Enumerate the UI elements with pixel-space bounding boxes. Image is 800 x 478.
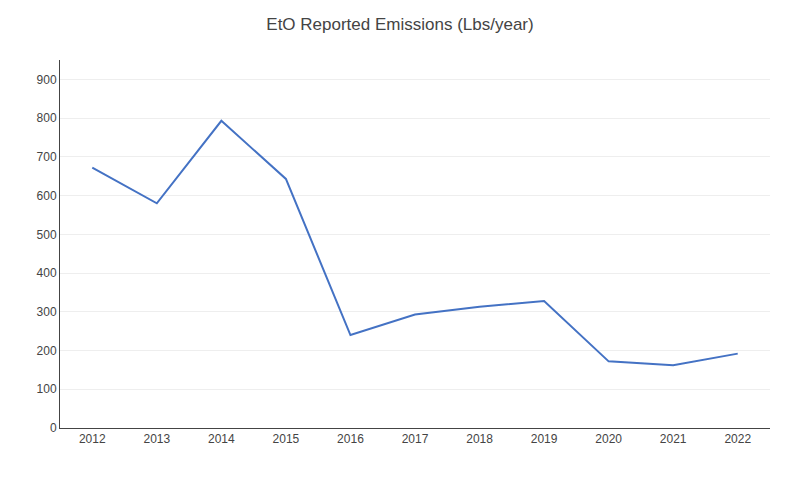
svg-text:800: 800 bbox=[37, 111, 57, 125]
svg-text:2014: 2014 bbox=[208, 432, 235, 446]
svg-text:EtO Reported Emissions (Lbs/ye: EtO Reported Emissions (Lbs/year) bbox=[266, 15, 533, 34]
svg-text:700: 700 bbox=[37, 150, 57, 164]
svg-text:500: 500 bbox=[37, 228, 57, 242]
svg-text:300: 300 bbox=[37, 305, 57, 319]
svg-text:900: 900 bbox=[37, 73, 57, 87]
svg-text:2013: 2013 bbox=[143, 432, 170, 446]
svg-text:0: 0 bbox=[50, 421, 57, 435]
svg-text:2020: 2020 bbox=[595, 432, 622, 446]
svg-text:400: 400 bbox=[37, 266, 57, 280]
svg-text:2016: 2016 bbox=[337, 432, 364, 446]
svg-text:2012: 2012 bbox=[79, 432, 106, 446]
svg-text:2021: 2021 bbox=[660, 432, 687, 446]
svg-text:100: 100 bbox=[37, 382, 57, 396]
svg-text:2017: 2017 bbox=[402, 432, 429, 446]
svg-text:2019: 2019 bbox=[531, 432, 558, 446]
svg-text:2018: 2018 bbox=[466, 432, 493, 446]
svg-text:2022: 2022 bbox=[724, 432, 751, 446]
svg-text:2015: 2015 bbox=[273, 432, 300, 446]
svg-text:200: 200 bbox=[37, 344, 57, 358]
svg-text:600: 600 bbox=[37, 189, 57, 203]
